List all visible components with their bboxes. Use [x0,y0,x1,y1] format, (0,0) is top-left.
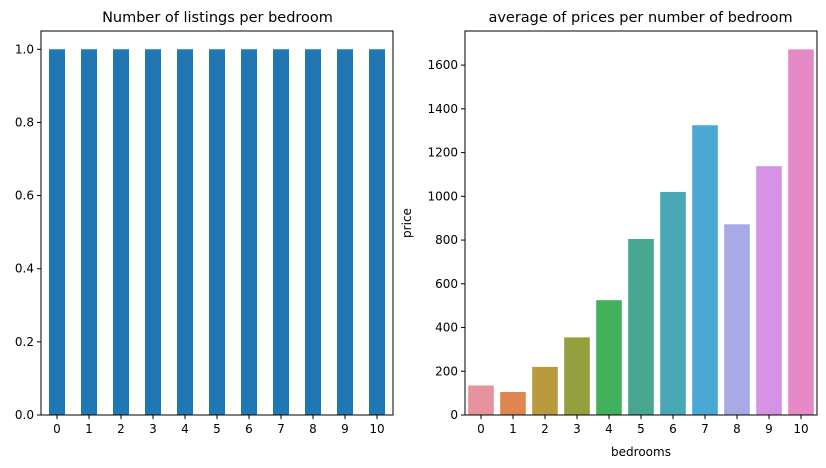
x-tick-label: 4 [181,422,189,436]
plot-frame-left [40,30,394,416]
bar-4 [596,300,622,415]
y-tick-label: 0 [450,408,458,422]
plot-frame-right [464,30,818,416]
x-tick-label: 1 [85,422,93,436]
y-tick-label: 0.2 [15,335,34,349]
x-tick-label: 10 [793,422,808,436]
x-tick-label: 7 [277,422,285,436]
bar-7 [273,49,289,416]
x-tick-label: 10 [369,422,384,436]
x-tick-label: 8 [309,422,317,436]
bar-6 [241,49,257,416]
bar-10 [369,49,385,416]
bar-5 [628,238,654,415]
y-tick-label: 400 [435,321,458,335]
x-tick-label: 8 [733,422,741,436]
bar-9 [337,49,353,416]
bar-2 [113,49,129,416]
bar-4 [177,49,193,416]
x-tick-label: 3 [149,422,157,436]
x-tick-label: 7 [701,422,709,436]
y-tick-label: 800 [435,233,458,247]
bar-0 [49,49,65,416]
x-axis-label-right: bedrooms [611,445,671,459]
y-tick-label: 1000 [427,189,458,203]
y-tick-label: 0.4 [15,262,34,276]
x-tick-label: 4 [605,422,613,436]
chart-title-right: average of prices per number of bedroom [488,10,792,26]
y-tick-label: 0.6 [15,189,34,203]
x-tick-label: 5 [213,422,221,436]
bar-2 [532,366,558,415]
x-tick-label: 0 [477,422,485,436]
bar-5 [209,49,225,416]
y-tick-label: 1.0 [15,42,34,56]
x-tick-label: 0 [53,422,61,436]
x-tick-label: 2 [117,422,125,436]
bar-0 [468,385,494,415]
y-tick-label: 0.0 [15,408,34,422]
y-tick-label: 0.8 [15,115,34,129]
bar-8 [305,49,321,416]
x-tick-label: 9 [341,422,349,436]
x-tick-label: 9 [765,422,773,436]
x-tick-label: 5 [637,422,645,436]
x-tick-label: 6 [245,422,253,436]
bar-10 [788,49,814,416]
x-tick-label: 3 [573,422,581,436]
y-tick-label: 1200 [427,146,458,160]
chart-average-price-per-bedroom: average of prices per number of bedroom … [400,10,818,459]
bar-6 [660,191,686,415]
chart-title-left: Number of listings per bedroom [102,10,333,26]
y-tick-label: 200 [435,364,458,378]
bar-8 [724,224,750,415]
bar-9 [756,166,782,415]
bar-1 [500,392,526,415]
x-tick-label: 2 [541,422,549,436]
bar-3 [564,337,590,415]
chart-listings-per-bedroom: Number of listings per bedroom 0.0 0.2 0.4… [15,10,394,436]
bar-7 [692,125,718,415]
y-tick-label: 600 [435,277,458,291]
bar-3 [145,49,161,416]
x-tick-label: 1 [509,422,517,436]
y-tick-label: 1400 [427,102,458,116]
bar-1 [81,49,97,416]
y-tick-label: 1600 [427,58,458,72]
y-axis-label-right: price [400,208,414,238]
x-tick-label: 6 [669,422,677,436]
